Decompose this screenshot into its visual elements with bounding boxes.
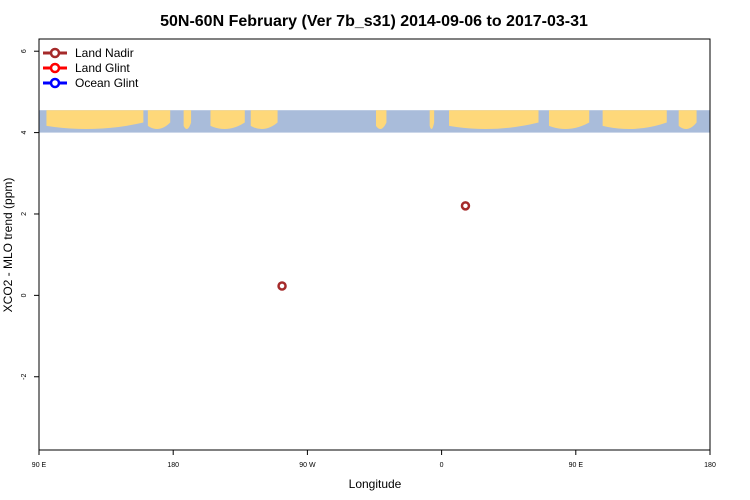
x-tick-label: 90 E <box>569 462 584 469</box>
map-land <box>375 110 387 130</box>
map-land <box>183 110 192 130</box>
x-tick-label: 0 <box>440 462 444 469</box>
x-axis-label: Longitude <box>349 477 402 491</box>
x-tick-label: 180 <box>704 462 716 469</box>
y-tick-label: 4 <box>21 131 28 135</box>
legend-label: Ocean Glint <box>75 76 139 90</box>
legend-marker <box>49 62 61 74</box>
x-axis: 90 E 180 90 W 0 90 E 180 <box>32 450 716 469</box>
y-axis-label: XCO2 - MLO trend (ppm) <box>1 178 15 313</box>
map-land <box>602 110 667 130</box>
legend-marker <box>49 77 61 89</box>
y-tick-label: 2 <box>21 212 28 216</box>
map-land <box>548 110 590 130</box>
map-land <box>147 110 171 130</box>
map-ocean <box>39 110 710 133</box>
data-points <box>277 201 471 291</box>
y-tick-label: 6 <box>21 49 28 53</box>
map-land <box>250 110 278 130</box>
legend-marker <box>49 47 61 59</box>
y-tick-label: -2 <box>21 374 28 380</box>
map-land <box>449 110 539 130</box>
x-tick-label: 90 W <box>299 462 316 469</box>
map-land <box>429 110 435 130</box>
data-point <box>277 281 287 291</box>
chart-title: 50N-60N February (Ver 7b_s31) 2014-09-06… <box>160 13 588 30</box>
data-point <box>460 201 471 211</box>
x-tick-label: 180 <box>167 462 179 469</box>
map-land <box>46 110 144 130</box>
map-land <box>210 110 245 130</box>
legend-label: Land Glint <box>75 61 130 75</box>
legend-label: Land Nadir <box>75 46 134 60</box>
map-land <box>678 110 697 130</box>
world-map-strip <box>39 110 710 133</box>
y-tick-label: 0 <box>21 293 28 297</box>
plot-frame <box>38 38 711 451</box>
y-axis: -2 0 2 4 6 <box>21 49 39 380</box>
x-tick-label: 90 E <box>32 462 47 469</box>
